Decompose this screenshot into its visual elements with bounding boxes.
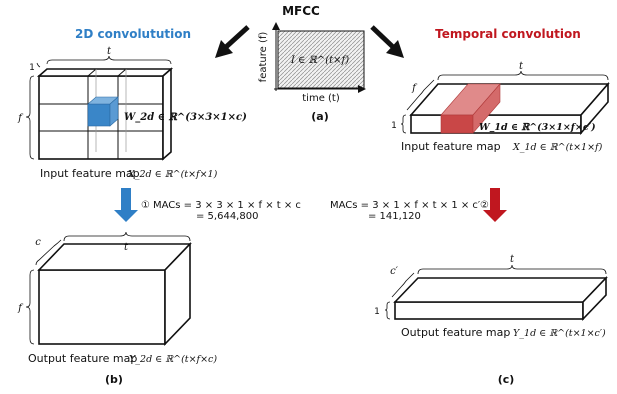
brace-c [35,239,62,266]
temporal-input-caption: Input feature map [401,140,501,153]
temporal-dim-one: 1 [391,121,397,131]
temporal-dim-t-out: t [510,254,515,265]
brace-t-out [63,231,191,242]
brace-one-temporal [400,114,407,134]
feature-axis-label: feature (f) [258,32,269,83]
temporal-input-top [409,83,610,116]
temporal-output-caption: Output feature map [401,326,510,339]
macs-marker-2: ② [480,200,489,211]
conv2d-dim-one: 1 [29,63,35,73]
grid-d2 [117,68,127,77]
conv2d-input-top [36,68,174,77]
mfcc-matrix [277,30,365,89]
kernel-side [109,96,119,127]
brace-c-temporal [391,272,415,298]
temporal-output-front [394,301,584,320]
brace-one-out-temporal [384,301,391,320]
temporal-dim-one-out: 1 [374,307,380,317]
slab-front [440,114,474,134]
temporal-dim-c: c′ [390,266,399,277]
conv2d-macs-formula: MACs = 3 × 3 × 1 × f × t × c [153,200,301,211]
conv2d-title: 2D convolutution [75,27,191,41]
temporal-dim-f: f [411,83,418,94]
brace-t-temporal [437,70,609,81]
brace-f-out [25,269,35,345]
conv2d-down-arrow [114,188,138,222]
conv2d-dim-f: f [17,113,24,124]
brace-f [25,75,35,160]
conv2d-output-caption: Output feature map [28,352,137,365]
conv2d-output-side [164,242,191,346]
brace-f-temporal [406,79,435,111]
temporal-output-formula: Y_1d ∈ ℝ^(t×1×c′) [513,328,606,339]
temporal-title: Temporal convolution [435,27,581,41]
arrow-to-2d-shaft [224,25,250,49]
time-axis-label: time (t) [302,93,340,104]
blue-arrow-shaft [121,188,131,211]
slab-side [472,83,501,134]
brace-t-out-temporal [417,264,607,275]
brace-one [36,62,41,68]
red-arrow-head [483,210,507,222]
conv2d-output-formula: Y_2d ∈ ℝ^(t×f×c) [129,354,217,365]
conv2d-output-top [37,243,192,271]
temporal-input-side [580,81,609,136]
blue-arrow-head [114,210,138,222]
conv2d-input-formula: X_2d ∈ ℝ^(t×f×1) [127,169,218,180]
arrow-to-temporal-head [386,40,404,58]
temporal-macs-formula: MACs = 3 × 1 × f × t × 1 × c′ [330,200,481,211]
conv2d-panel: 2D convolutution W_2d ∈ ℝ^(3×3×1×c) 1 t … [17,27,301,386]
conv2d-dim-t-out: t [124,242,129,253]
grid-d1 [87,68,97,77]
red-arrow-shaft [490,188,500,211]
panel-label-c: (c) [498,373,515,386]
conv2d-output-front [38,269,166,345]
conv2d-macs-value: = 5,644,800 [196,211,258,222]
temporal-kernel-slab [440,83,501,134]
mfcc-matrix-label: I ∈ ℝ^(t×f) [290,55,349,66]
conv2d-dim-t: t [107,46,112,57]
mfcc-title: MFCC [282,4,320,18]
conv2d-kernel-label: W_2d ∈ ℝ^(3×3×1×c) [124,112,247,123]
temporal-dim-t: t [519,61,524,72]
temporal-output-side [582,276,607,321]
conv2d-dim-f-out: f [17,303,24,314]
feature-axis-arrowhead [272,22,280,30]
conv2d-kernel-cube [87,96,119,127]
brace-t [46,55,172,65]
conv2d-input-caption: Input feature map [40,167,140,180]
conv2d-dim-c: c [35,237,41,248]
panel-label-a: (a) [311,110,328,123]
mfcc-arrows [215,25,404,58]
temporal-kernel-label: W_1d ∈ ℝ^(3×1×f×c′) [479,122,596,133]
panel-label-b: (b) [105,373,123,386]
arrow-to-2d-head [215,40,233,58]
kernel-front [87,103,111,127]
temporal-down-arrow [483,188,507,222]
macs-marker-1: ① [141,200,150,211]
arrow-to-temporal-shaft [370,25,395,49]
temporal-output-top [393,277,608,303]
time-axis-arrowhead [358,85,366,93]
temporal-input-formula: X_1d ∈ ℝ^(t×1×f) [512,142,603,153]
mfcc-panel: MFCC feature (f) time (t) I ∈ ℝ^(t×f) (a… [258,4,366,123]
temporal-macs-value: = 141,120 [368,211,421,222]
temporal-panel: Temporal convolution W_1d ∈ ℝ^(3×1×f×c′)… [330,27,610,386]
